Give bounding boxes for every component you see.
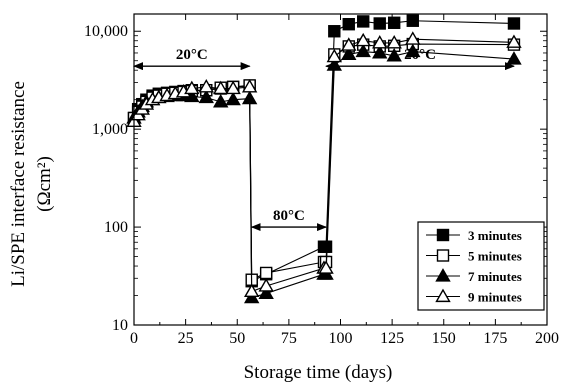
annotation-label-1: 20°C	[176, 47, 208, 63]
x-tick-label: 100	[329, 330, 353, 347]
data-point	[507, 17, 521, 30]
data-point	[506, 34, 522, 48]
data-point	[341, 37, 357, 51]
axes: 0 25 50 75 100 125 150 175 200 10 100 1,000 10,000	[84, 13, 559, 347]
y-tick-label: 10,000	[84, 23, 128, 40]
data-point	[355, 32, 371, 47]
y-axis-title: Li/SPE interface resistance	[8, 81, 29, 287]
data-point	[326, 48, 343, 63]
x-tick-label: 0	[130, 330, 138, 347]
data-point	[357, 15, 370, 28]
legend-label: 5 minutes	[468, 249, 522, 264]
x-axis-title: Storage time (days)	[244, 362, 393, 383]
data-point	[405, 43, 421, 58]
data-point	[243, 283, 260, 298]
data-point	[198, 79, 214, 93]
data-point	[405, 31, 421, 45]
x-tick-label: 25	[178, 330, 194, 347]
data-point	[213, 93, 229, 108]
data-point	[259, 266, 273, 280]
x-tick-label: 50	[229, 330, 245, 347]
data-point	[373, 17, 386, 30]
legend-marker	[435, 268, 451, 282]
data-point	[328, 25, 341, 38]
y-tick-label: 10	[112, 317, 128, 334]
data-point	[341, 46, 357, 60]
data-point	[386, 35, 402, 49]
data-point	[213, 80, 229, 95]
data-point	[318, 260, 334, 274]
data-point	[387, 16, 401, 29]
x-tick-label: 200	[535, 330, 559, 347]
data-point	[372, 35, 388, 49]
data-point	[258, 278, 274, 292]
x-tick-label: 150	[432, 330, 456, 347]
data-point	[406, 14, 419, 27]
x-tick-label: 175	[483, 330, 507, 347]
legend-label: 7 minutes	[468, 269, 522, 284]
data-point	[225, 91, 241, 106]
annotations: 20°C 80°C 20°C	[133, 47, 515, 232]
legend-label: 9 minutes	[468, 290, 522, 305]
x-tick-label: 125	[380, 330, 404, 347]
data-point	[342, 18, 355, 31]
data-point	[372, 45, 388, 59]
annotation-label-3: 20°C	[404, 47, 436, 63]
legend-marker	[436, 228, 450, 242]
legend-label: 3 minutes	[468, 228, 522, 243]
legend: 3 minutes 5 minutes 7 minutes 9 minutes	[417, 221, 545, 311]
data-point	[184, 80, 200, 95]
x-tick-label: 75	[281, 330, 297, 347]
data-point	[386, 47, 402, 62]
data-point	[225, 80, 241, 95]
data-point	[355, 43, 371, 58]
data-point	[198, 89, 214, 104]
annotation-label-2: 80°C	[273, 208, 305, 224]
y-tick-label: 100	[104, 219, 128, 236]
data-point	[241, 79, 258, 93]
y-axis-unit: (Ωcm²)	[34, 156, 55, 212]
y-tick-label: 1,000	[92, 121, 128, 138]
legend-marker	[436, 249, 450, 262]
data-point	[258, 285, 274, 300]
legend-marker	[435, 288, 451, 303]
